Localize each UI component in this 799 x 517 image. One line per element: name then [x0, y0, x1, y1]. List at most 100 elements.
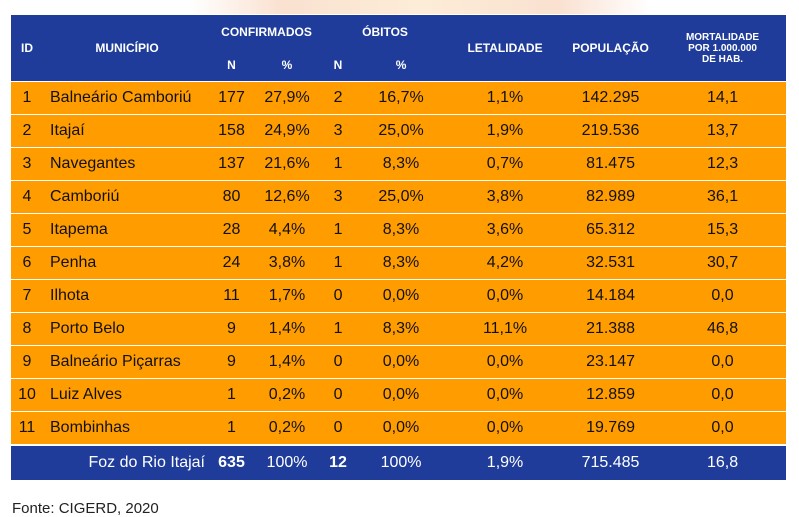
cell-conf-n: 158: [211, 114, 252, 148]
cell-conf-n: 9: [211, 312, 252, 346]
cell-populacao: 219.536: [562, 114, 660, 148]
cell-populacao: 81.475: [562, 147, 660, 181]
cell-conf-pct: 0,2%: [252, 411, 323, 445]
cell-conf-pct: 12,6%: [252, 180, 323, 214]
cell-id: 5: [11, 213, 43, 247]
header-mortalidade-line3: DE HAB.: [701, 53, 744, 65]
header-confirmados-pct: %: [252, 48, 323, 82]
cell-populacao: 12.859: [562, 378, 660, 412]
cell-mortalidade: 36,1: [659, 180, 787, 214]
cell-obitos-pct: 0,0%: [354, 411, 449, 445]
cell-mortalidade: 0,0: [659, 378, 787, 412]
cell-letalidade: 1,1%: [448, 81, 563, 115]
cell-id: 11: [11, 411, 43, 445]
total-letalidade: 1,9%: [448, 444, 563, 480]
table-header: ID MUNICÍPIO CONFIRMADOS ÓBITOS LETALIDA…: [11, 15, 787, 82]
cell-municipio: Itapema: [43, 213, 211, 247]
cell-municipio: Bombinhas: [43, 411, 211, 445]
cell-mortalidade: 30,7: [659, 246, 787, 280]
cell-mortalidade: 0,0: [659, 345, 787, 379]
cell-conf-pct: 3,8%: [252, 246, 323, 280]
cell-obitos-pct: 25,0%: [354, 114, 449, 148]
cell-conf-pct: 0,2%: [252, 378, 323, 412]
cell-obitos-n: 3: [322, 180, 355, 214]
cell-conf-n: 28: [211, 213, 252, 247]
table-row: 11 Bombinhas 1 0,2% 0 0,0% 0,0% 19.769 0,0: [11, 411, 787, 445]
cell-municipio: Luiz Alves: [43, 378, 211, 412]
cell-conf-n: 80: [211, 180, 252, 214]
source-note: Fonte: CIGERD, 2020: [12, 500, 159, 517]
cell-populacao: 19.769: [562, 411, 660, 445]
table-row: 3 Navegantes 137 21,6% 1 8,3% 0,7% 81.475 12,3: [11, 147, 787, 181]
table-row: 4 Camboriú 80 12,6% 3 25,0% 3,8% 82.989 36,1: [11, 180, 787, 214]
table-row: 2 Itajaí 158 24,9% 3 25,0% 1,9% 219.536 13,7: [11, 114, 787, 148]
cell-populacao: 65.312: [562, 213, 660, 247]
header-mortalidade-line1: MORTALIDADE: [685, 31, 760, 43]
header-confirmados-n: N: [211, 48, 252, 82]
total-label: Foz do Rio Itajaí: [11, 444, 211, 480]
cell-municipio: Balneário Piçarras: [43, 345, 211, 379]
cell-letalidade: 0,0%: [448, 345, 563, 379]
cell-mortalidade: 12,3: [659, 147, 787, 181]
cell-municipio: Porto Belo: [43, 312, 211, 346]
cell-populacao: 32.531: [562, 246, 660, 280]
table-row: 1 Balneário Camboriú 177 27,9% 2 16,7% 1,1% 142…: [11, 81, 787, 115]
header-mortalidade: MORTALIDADE POR 1.000.000 DE HAB.: [659, 15, 787, 82]
table-total: Foz do Rio Itajaí 635 100% 12 100% 1,9% …: [11, 444, 787, 480]
header-confirmados: CONFIRMADOS: [211, 15, 323, 48]
cell-id: 8: [11, 312, 43, 346]
cell-conf-pct: 24,9%: [252, 114, 323, 148]
table-row: 8 Porto Belo 9 1,4% 1 8,3% 11,1% 21.388 46,8: [11, 312, 787, 346]
cell-letalidade: 11,1%: [448, 312, 563, 346]
cell-obitos-n: 1: [322, 246, 355, 280]
cell-id: 9: [11, 345, 43, 379]
cell-mortalidade: 46,8: [659, 312, 787, 346]
cell-conf-n: 11: [211, 279, 252, 313]
header-decoration: [190, 0, 650, 14]
cell-conf-n: 1: [211, 378, 252, 412]
cell-conf-pct: 1,7%: [252, 279, 323, 313]
header-id: ID: [11, 15, 43, 82]
cell-obitos-pct: 8,3%: [354, 213, 449, 247]
cell-conf-pct: 4,4%: [252, 213, 323, 247]
cell-obitos-n: 0: [322, 345, 355, 379]
header-letalidade: LETALIDADE: [448, 15, 563, 82]
cell-mortalidade: 0,0: [659, 411, 787, 445]
cell-populacao: 14.184: [562, 279, 660, 313]
total-row: Foz do Rio Itajaí 635 100% 12 100% 1,9% …: [11, 444, 787, 480]
cell-obitos-pct: 0,0%: [354, 279, 449, 313]
cell-mortalidade: 14,1: [659, 81, 787, 115]
cell-obitos-n: 3: [322, 114, 355, 148]
cell-obitos-pct: 16,7%: [354, 81, 449, 115]
table-row: 6 Penha 24 3,8% 1 8,3% 4,2% 32.531 30,7: [11, 246, 787, 280]
cell-letalidade: 4,2%: [448, 246, 563, 280]
cell-municipio: Penha: [43, 246, 211, 280]
total-obitos-n: 12: [322, 444, 355, 480]
total-obitos-pct: 100%: [354, 444, 449, 480]
total-mortalidade: 16,8: [659, 444, 787, 480]
cell-conf-pct: 1,4%: [252, 312, 323, 346]
cell-conf-n: 9: [211, 345, 252, 379]
cell-id: 7: [11, 279, 43, 313]
cell-mortalidade: 15,3: [659, 213, 787, 247]
cell-obitos-pct: 8,3%: [354, 147, 449, 181]
covid-table: ID MUNICÍPIO CONFIRMADOS ÓBITOS LETALIDA…: [11, 15, 787, 480]
cell-mortalidade: 13,7: [659, 114, 787, 148]
cell-obitos-n: 1: [322, 213, 355, 247]
cell-id: 10: [11, 378, 43, 412]
cell-obitos-n: 1: [322, 312, 355, 346]
cell-obitos-n: 0: [322, 411, 355, 445]
cell-letalidade: 1,9%: [448, 114, 563, 148]
cell-municipio: Balneário Camboriú: [43, 81, 211, 115]
total-conf-pct: 100%: [252, 444, 323, 480]
header-obitos-pct: %: [354, 48, 449, 82]
cell-mortalidade: 0,0: [659, 279, 787, 313]
cell-populacao: 21.388: [562, 312, 660, 346]
cell-id: 1: [11, 81, 43, 115]
cell-letalidade: 0,0%: [448, 279, 563, 313]
cell-obitos-pct: 8,3%: [354, 312, 449, 346]
cell-municipio: Itajaí: [43, 114, 211, 148]
cell-id: 3: [11, 147, 43, 181]
cell-populacao: 142.295: [562, 81, 660, 115]
table-body: 1 Balneário Camboriú 177 27,9% 2 16,7% 1,1% 142…: [11, 81, 787, 445]
